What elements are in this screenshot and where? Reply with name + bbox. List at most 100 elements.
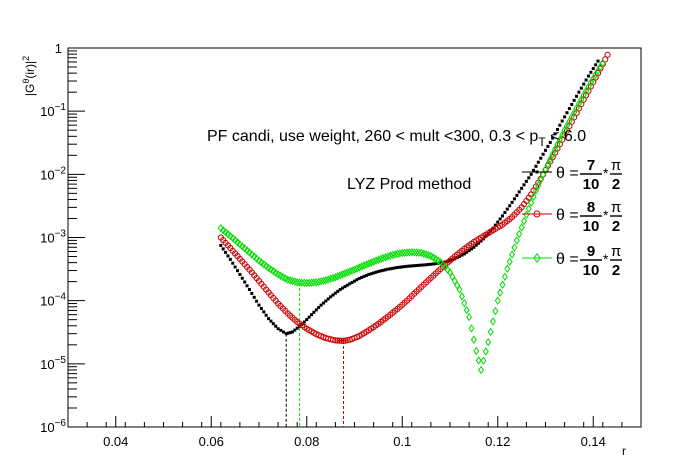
legend-theta: θ = xyxy=(556,251,579,268)
legend-times: * xyxy=(603,165,609,181)
plot-area xyxy=(67,47,642,428)
data-point xyxy=(238,272,242,276)
data-point xyxy=(489,317,496,326)
data-point xyxy=(408,247,415,257)
chart-header-annotation: PF candi, use weight, 260 < mult <300, 0… xyxy=(207,128,586,149)
data-point xyxy=(528,198,535,207)
data-point xyxy=(577,90,581,94)
method-annotation: LYZ Prod method xyxy=(347,176,471,193)
data-point xyxy=(503,210,507,214)
data-point xyxy=(382,252,389,262)
data-point xyxy=(544,148,547,152)
data-point xyxy=(321,301,325,305)
data-point xyxy=(553,132,557,136)
data-point xyxy=(336,289,340,293)
data-point xyxy=(395,266,399,270)
legend: θ = 710* π2θ = 810* π2θ = 910* π2 xyxy=(522,157,622,279)
data-point xyxy=(388,267,392,271)
data-point xyxy=(357,276,361,280)
data-point xyxy=(508,204,512,208)
data-point xyxy=(310,278,317,287)
data-point xyxy=(257,303,261,307)
data-point xyxy=(431,262,435,266)
data-point xyxy=(381,268,385,272)
data-point xyxy=(319,303,323,307)
legend-two: 2 xyxy=(612,218,620,235)
data-point xyxy=(353,279,356,283)
x-tick-label: 0.1 xyxy=(393,434,411,449)
data-point xyxy=(454,281,461,290)
data-point xyxy=(279,328,283,332)
data-point xyxy=(517,190,521,194)
y-tick-label: 10−3 xyxy=(40,229,66,246)
data-point xyxy=(345,283,349,287)
legend-times: * xyxy=(603,251,609,267)
data-point xyxy=(358,262,365,271)
data-point xyxy=(236,240,243,249)
data-point xyxy=(589,70,593,74)
data-point xyxy=(369,272,373,276)
data-point xyxy=(513,236,520,245)
series-theta-9 xyxy=(217,58,606,375)
legend-numerator: 8 xyxy=(587,199,595,216)
data-point xyxy=(231,261,235,265)
data-point xyxy=(546,144,550,148)
data-point xyxy=(552,144,559,154)
data-point xyxy=(262,310,266,314)
data-point xyxy=(396,249,403,258)
data-point xyxy=(511,243,518,252)
data-point xyxy=(399,248,406,258)
data-point xyxy=(341,286,345,290)
legend-numerator: 9 xyxy=(587,243,595,260)
data-point xyxy=(533,210,541,218)
data-point xyxy=(245,284,249,288)
data-point xyxy=(487,327,494,337)
data-point xyxy=(364,273,368,277)
data-point xyxy=(410,264,414,268)
data-point xyxy=(485,337,492,347)
x-tick-label: 0.12 xyxy=(485,434,510,449)
data-point xyxy=(398,265,402,269)
data-point xyxy=(234,238,241,247)
data-point xyxy=(539,156,543,160)
legend-pi: π xyxy=(611,243,621,260)
data-point xyxy=(370,257,377,266)
data-point xyxy=(541,152,545,156)
data-point xyxy=(572,98,576,102)
legend-entry: θ = 7 10* π 2 xyxy=(522,157,622,193)
data-point xyxy=(341,269,348,278)
data-point xyxy=(466,312,473,322)
data-point xyxy=(568,112,575,122)
x-tick-label: 0.14 xyxy=(581,434,606,449)
data-point xyxy=(320,276,327,286)
data-point xyxy=(264,313,268,317)
data-point xyxy=(271,322,275,326)
data-point xyxy=(375,255,382,264)
data-point xyxy=(505,207,509,211)
data-point xyxy=(556,135,563,144)
data-point xyxy=(298,278,305,287)
data-point xyxy=(530,192,537,201)
data-point xyxy=(599,58,606,68)
data-point xyxy=(422,263,426,267)
data-point xyxy=(540,170,547,179)
data-point xyxy=(315,277,322,287)
data-point xyxy=(251,252,258,261)
data-point xyxy=(424,263,428,267)
data-point xyxy=(463,305,470,315)
y-tick-label: 10−2 xyxy=(40,165,66,182)
data-point xyxy=(351,265,358,274)
data-point xyxy=(520,216,528,226)
data-point xyxy=(429,262,433,266)
y-tick-label: 10−4 xyxy=(40,292,66,309)
data-point xyxy=(391,266,395,270)
series-theta-8 xyxy=(217,51,611,345)
data-point xyxy=(575,94,579,98)
data-point xyxy=(549,150,556,159)
data-point xyxy=(302,320,306,324)
data-point xyxy=(412,264,416,268)
data-point xyxy=(313,278,320,287)
data-point xyxy=(324,299,328,303)
data-point xyxy=(482,347,489,356)
data-point xyxy=(356,263,363,272)
